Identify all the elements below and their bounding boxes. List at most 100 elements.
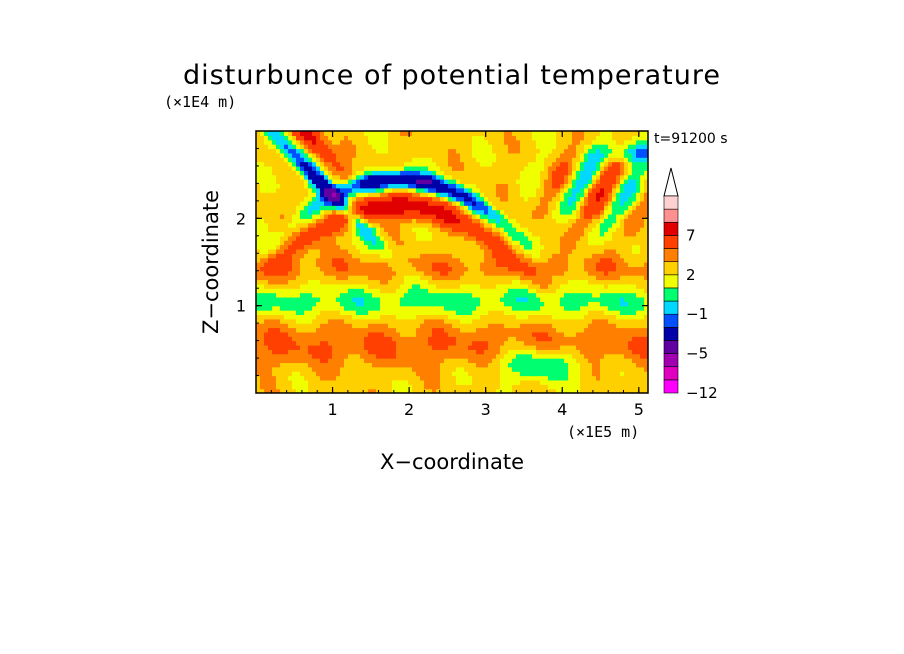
heatmap-cell xyxy=(592,183,597,189)
heatmap-cell xyxy=(556,292,561,298)
heatmap-cell xyxy=(412,336,417,342)
heatmap-cell xyxy=(516,170,521,176)
heatmap-cell xyxy=(552,366,557,372)
heatmap-cell xyxy=(456,257,461,263)
heatmap-cell xyxy=(524,218,529,224)
heatmap-cell xyxy=(380,187,385,193)
heatmap-cell xyxy=(384,205,389,211)
heatmap-cell xyxy=(268,314,273,320)
heatmap-cell xyxy=(484,257,489,263)
heatmap-cell xyxy=(400,262,405,267)
heatmap-cell xyxy=(556,305,561,311)
heatmap-cell xyxy=(520,279,525,285)
heatmap-cell xyxy=(432,340,437,346)
heatmap-cell xyxy=(464,340,469,346)
heatmap-cell xyxy=(636,244,641,250)
heatmap-cell xyxy=(608,279,613,285)
heatmap-cell xyxy=(616,331,621,337)
heatmap-cell xyxy=(460,200,465,206)
heatmap-cell xyxy=(312,353,317,359)
heatmap-cell xyxy=(392,227,397,233)
heatmap-cell xyxy=(324,375,329,381)
heatmap-cell xyxy=(644,318,648,324)
heatmap-cell xyxy=(332,310,337,315)
heatmap-cell xyxy=(392,314,397,320)
heatmap-cell xyxy=(544,379,549,385)
heatmap-cell xyxy=(556,358,561,364)
heatmap-cell xyxy=(408,266,413,272)
heatmap-cell xyxy=(268,275,273,281)
heatmap-cell xyxy=(488,301,493,307)
heatmap-cell xyxy=(468,192,473,198)
heatmap-cell xyxy=(528,275,533,281)
heatmap-cell xyxy=(520,388,525,393)
heatmap-cell xyxy=(632,275,637,281)
heatmap-cell xyxy=(396,231,401,237)
heatmap-cell xyxy=(628,336,633,342)
heatmap-cell xyxy=(584,344,589,350)
heatmap-cell xyxy=(468,379,473,385)
heatmap-cell xyxy=(512,270,517,276)
heatmap-cell xyxy=(500,196,505,202)
heatmap-cell xyxy=(436,231,441,237)
heatmap-cell xyxy=(536,170,541,176)
heatmap-cell xyxy=(364,227,369,233)
heatmap-cell xyxy=(628,323,633,329)
heatmap-cell xyxy=(396,362,401,368)
heatmap-cell xyxy=(512,296,517,302)
heatmap-cell xyxy=(520,331,525,337)
heatmap-cell xyxy=(264,336,269,342)
heatmap-cell xyxy=(292,183,297,189)
heatmap-cell xyxy=(388,292,393,298)
heatmap-cell xyxy=(476,314,481,320)
heatmap-cell xyxy=(428,183,433,189)
heatmap-cell xyxy=(316,323,321,329)
heatmap-cell xyxy=(356,310,361,315)
heatmap-cell xyxy=(272,340,277,346)
heatmap-cell xyxy=(552,275,557,281)
heatmap-cell xyxy=(372,283,377,289)
heatmap-cell xyxy=(516,283,521,289)
heatmap-cell xyxy=(632,358,637,364)
heatmap-cell xyxy=(532,270,537,276)
heatmap-cell xyxy=(356,296,361,302)
heatmap-cell xyxy=(300,240,305,246)
heatmap-cell xyxy=(260,218,265,224)
heatmap-cell xyxy=(396,200,401,206)
heatmap-cell xyxy=(492,331,497,337)
heatmap-cell xyxy=(552,388,557,393)
heatmap-cell xyxy=(424,362,429,368)
heatmap-cell xyxy=(576,310,581,315)
heatmap-cell xyxy=(528,248,533,254)
heatmap-cell xyxy=(388,301,393,307)
heatmap-cell xyxy=(448,379,453,385)
heatmap-cell xyxy=(512,222,517,228)
heatmap-cell xyxy=(536,183,541,189)
heatmap-cell xyxy=(624,205,629,211)
heatmap-cell xyxy=(276,174,281,180)
heatmap-cell xyxy=(476,235,481,241)
heatmap-cell xyxy=(576,371,581,377)
heatmap-cell xyxy=(268,179,273,184)
heatmap-cell xyxy=(452,192,457,198)
heatmap-cell xyxy=(272,331,277,337)
heatmap-cell xyxy=(460,358,465,364)
heatmap-cell xyxy=(508,275,513,281)
heatmap-cell xyxy=(292,296,297,302)
heatmap-cell xyxy=(408,310,413,315)
heatmap-cell xyxy=(456,213,461,219)
heatmap-cell xyxy=(416,288,421,294)
heatmap-cell xyxy=(304,323,309,329)
heatmap-cell xyxy=(628,187,633,193)
heatmap-cell xyxy=(624,270,629,276)
heatmap-cell xyxy=(420,379,425,385)
heatmap-cell xyxy=(292,323,297,329)
heatmap-cell xyxy=(444,275,449,281)
heatmap-cell xyxy=(532,336,537,342)
heatmap-cell xyxy=(304,336,309,342)
heatmap-cell xyxy=(408,331,413,337)
heatmap-cell xyxy=(528,305,533,311)
heatmap-cell xyxy=(368,170,373,176)
heatmap-cell xyxy=(548,379,553,385)
heatmap-cell xyxy=(292,257,297,263)
